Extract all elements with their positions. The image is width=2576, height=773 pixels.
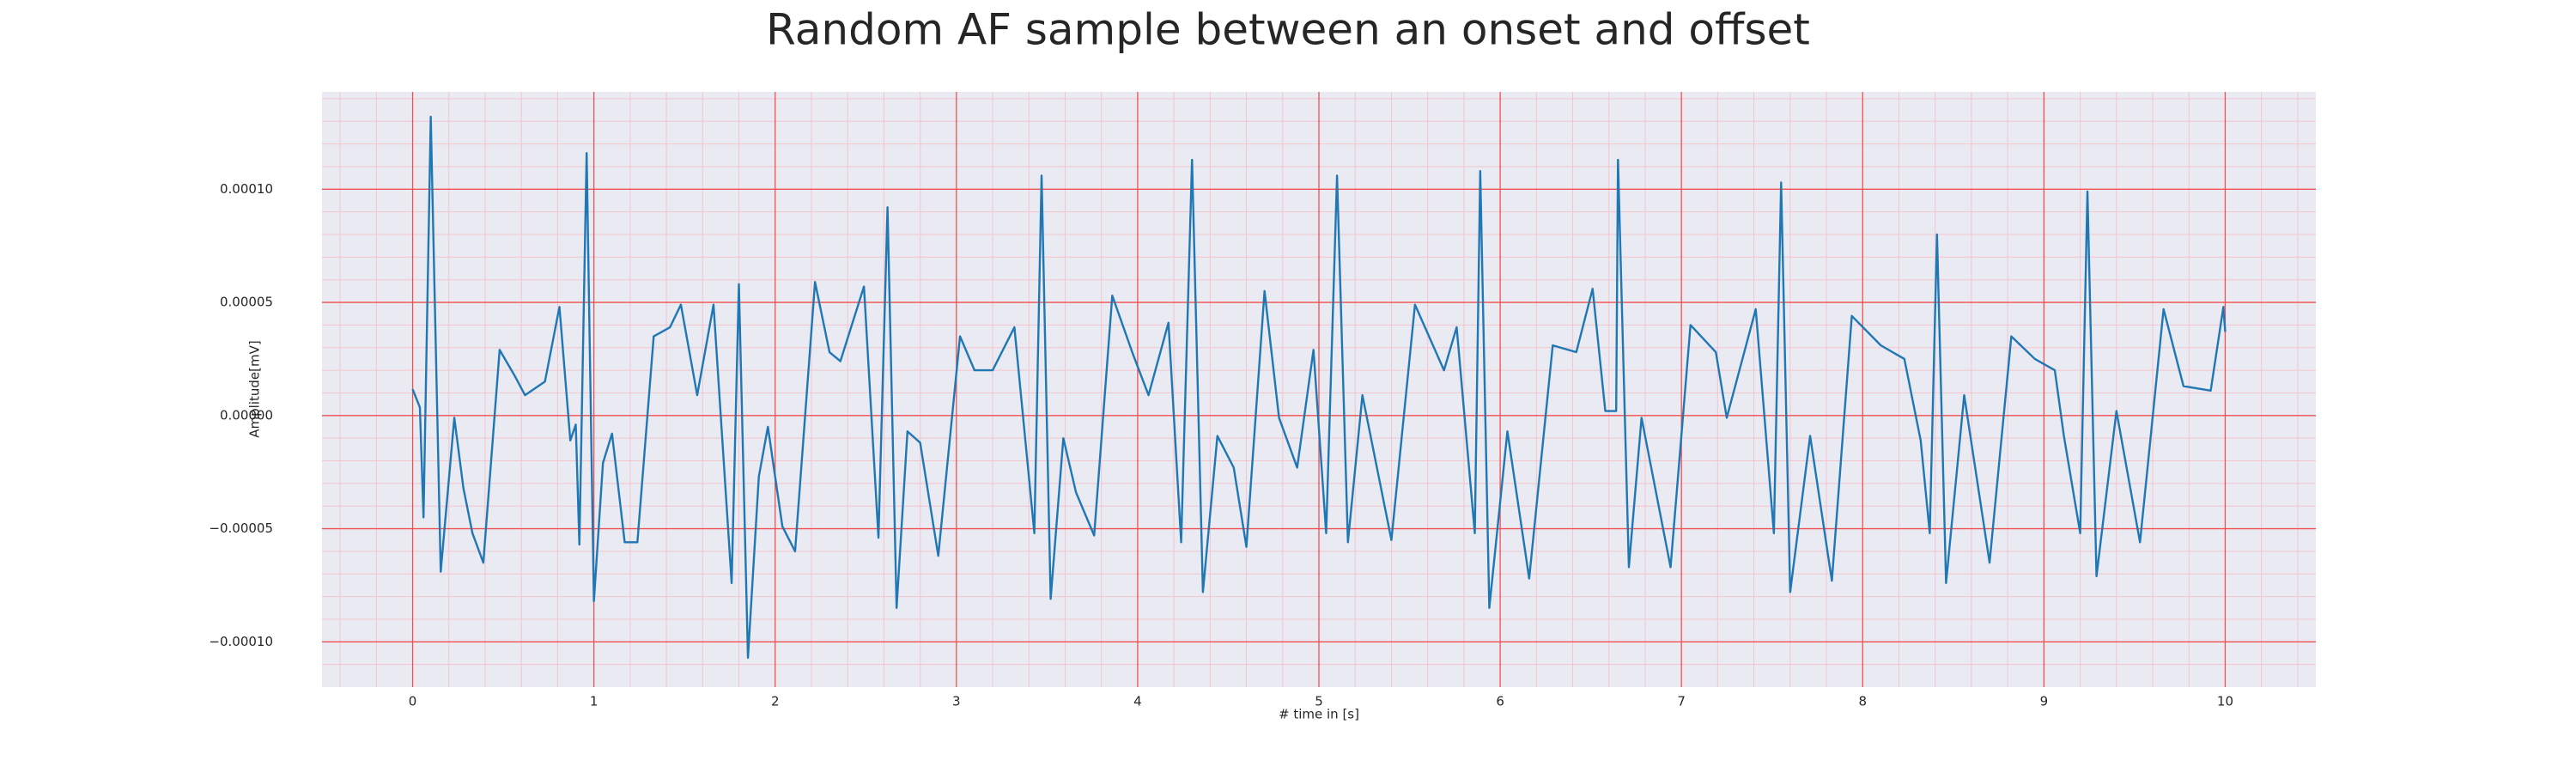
y-tick-label: −0.00010 [209,634,273,649]
y-tick-label: 0.00005 [220,295,273,310]
y-tick-label: 0.00000 [220,407,273,423]
x-tick-label: 2 [771,694,780,709]
chart-title: Random AF sample between an onset and of… [766,5,1810,55]
line-series [411,115,2227,659]
y-axis-label: Amplitude[mV] [247,340,263,437]
x-tick-label: 5 [1315,694,1323,709]
x-tick-label: 0 [409,694,417,709]
x-axis-label: # time in [s] [1279,707,1359,722]
x-tick-label: 3 [952,694,961,709]
x-tick-label: 4 [1133,694,1142,709]
y-tick-label: 0.00010 [220,181,273,197]
x-tick-label: 8 [1858,694,1867,709]
x-tick-label: 7 [1677,694,1686,709]
x-tick-label: 9 [2040,694,2049,709]
x-tick-label: 6 [1496,694,1504,709]
x-tick-label: 1 [590,694,598,709]
x-tick-label: 10 [2217,694,2233,709]
y-tick-label: −0.00005 [209,520,273,536]
